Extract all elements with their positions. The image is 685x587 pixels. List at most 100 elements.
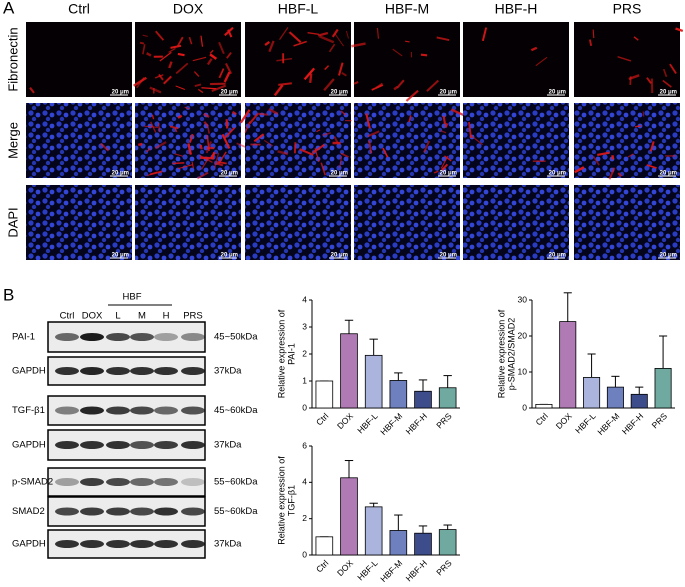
column-header: Ctrl: [68, 1, 90, 17]
fibronectin-signal: [590, 40, 591, 46]
row-label: Merge: [5, 122, 20, 159]
row-label: Fibronectin: [5, 27, 20, 91]
blot-band: [154, 540, 178, 548]
lane-label: PRS: [183, 311, 203, 322]
y-axis-label: TGF-β1: [286, 485, 296, 516]
blot-band: [154, 508, 178, 516]
blot-name: TGF-β1: [12, 405, 45, 416]
blot-band: [106, 540, 130, 548]
blot-band: [130, 508, 154, 516]
blot-band: [181, 478, 205, 486]
group-label: HBF: [123, 292, 142, 303]
blot-band: [80, 407, 104, 415]
bar: [536, 404, 552, 408]
blot-band: [80, 333, 104, 341]
blot-name: PAI-1: [12, 332, 35, 343]
fibronectin-signal: [173, 163, 185, 164]
fibronectin-signal: [421, 55, 427, 56]
blot-name: p-SMAD2: [12, 477, 53, 488]
image-bg: [574, 185, 680, 260]
fibronectin-signal: [257, 114, 268, 115]
image-bg: [245, 185, 351, 260]
fibronectin-signal: [446, 123, 447, 127]
x-tick-label: Ctrl: [314, 411, 330, 427]
bar: [390, 380, 407, 408]
x-tick-label: Ctrl: [314, 558, 330, 574]
column-header: HBF-H: [495, 1, 538, 17]
blot-band: [106, 367, 130, 375]
bar: [439, 530, 456, 555]
blot-band: [55, 540, 79, 548]
row-label: DAPI: [5, 207, 20, 237]
blot-band: [154, 333, 178, 341]
micrograph: [245, 22, 351, 97]
micrograph: [574, 22, 683, 97]
y-tick-label: 0: [302, 549, 307, 559]
blot-band: [130, 540, 154, 548]
blot-band: [80, 540, 104, 548]
blot-size: 37kDa: [214, 440, 242, 451]
bar: [439, 388, 456, 408]
y-tick-label: 6: [302, 440, 307, 450]
blot-band: [154, 407, 178, 415]
blot-name: SMAD2: [12, 506, 45, 517]
column-header: HBF-L: [278, 1, 319, 17]
y-tick-label: 0: [522, 402, 527, 412]
micrograph: [463, 185, 569, 260]
bar: [365, 355, 382, 408]
x-tick-label: HBF-M: [595, 411, 621, 437]
y-tick-label: 30: [518, 294, 528, 304]
blot-band: [130, 478, 154, 486]
blot-band: [181, 540, 205, 548]
fibronectin-signal: [201, 145, 202, 149]
blot-band: [130, 367, 154, 375]
blot-band: [181, 441, 205, 449]
y-tick-label: 4: [302, 477, 307, 487]
x-tick-label: DOX: [335, 558, 355, 578]
micrograph: [134, 22, 241, 97]
blot-name: GAPDH: [12, 539, 46, 550]
blot-size: 45~50kDa: [214, 332, 258, 343]
blot-band: [130, 441, 154, 449]
x-tick-label: HBF-L: [573, 411, 598, 436]
fibronectin-signal: [444, 116, 445, 124]
blot-band: [80, 367, 104, 375]
x-tick-label: PRS: [650, 411, 670, 431]
blot-band: [154, 478, 178, 486]
x-tick-label: HBF-L: [355, 411, 380, 436]
fibronectin-signal: [593, 30, 594, 38]
bar: [341, 334, 358, 408]
blot-band: [106, 441, 130, 449]
micrograph: [463, 103, 569, 178]
image-bg: [26, 185, 132, 260]
blot-band: [80, 478, 104, 486]
fibronectin-signal: [405, 41, 409, 42]
blot-name: GAPDH: [12, 366, 46, 377]
blot-band: [55, 333, 79, 341]
blot-band: [154, 441, 178, 449]
bar: [415, 391, 432, 408]
micrograph: [574, 103, 680, 179]
bar: [631, 394, 647, 408]
bar: [655, 368, 671, 408]
blot-size: 55~60kDa: [214, 477, 258, 488]
blot-band: [106, 407, 130, 415]
bar: [316, 537, 333, 555]
x-tick-label: HBF-M: [378, 558, 404, 582]
image-bg: [26, 103, 132, 178]
blot-band: [55, 478, 79, 486]
x-tick-label: DOX: [335, 411, 355, 431]
blot-band: [181, 367, 205, 375]
y-tick-label: 2: [302, 348, 307, 358]
image-bg: [135, 185, 241, 260]
column-header: DOX: [173, 1, 204, 17]
bar: [341, 478, 358, 555]
image-bg: [354, 185, 460, 260]
x-tick-label: HBF-H: [404, 558, 429, 582]
lane-label: Ctrl: [60, 311, 75, 322]
image-bg: [463, 103, 569, 178]
y-axis-label: Relative expression of: [276, 309, 286, 398]
micrograph: [241, 103, 352, 178]
fibronectin-signal: [200, 158, 214, 159]
